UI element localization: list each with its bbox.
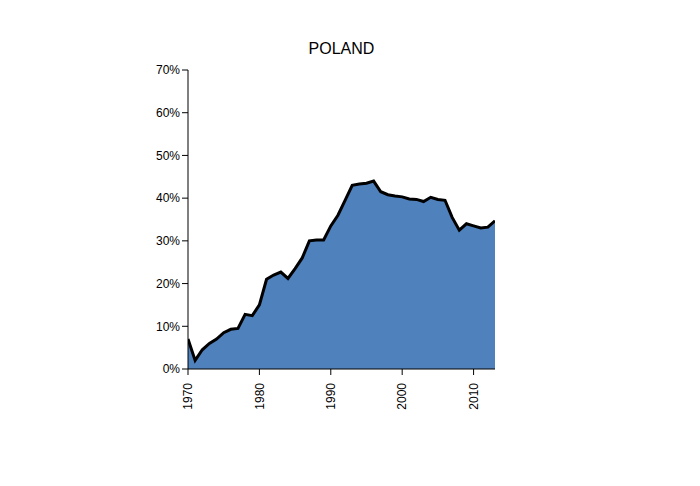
svg-text:0%: 0% xyxy=(163,362,181,376)
html-text:POLAND: POLAND xyxy=(308,40,375,57)
svg-text:2010: 2010 xyxy=(467,383,481,410)
svg-text:60%: 60% xyxy=(156,106,180,120)
svg-text:2000: 2000 xyxy=(395,383,409,410)
svg-text:70%: 70% xyxy=(156,63,180,77)
svg-text:20%: 20% xyxy=(156,277,180,291)
svg-text:30%: 30% xyxy=(156,234,180,248)
svg-text:40%: 40% xyxy=(156,191,180,205)
svg-text:1980: 1980 xyxy=(253,383,267,410)
svg-text:10%: 10% xyxy=(156,320,180,334)
svg-text:50%: 50% xyxy=(156,149,180,163)
svg-text:1990: 1990 xyxy=(324,383,338,410)
svg-text:1970: 1970 xyxy=(181,383,195,410)
